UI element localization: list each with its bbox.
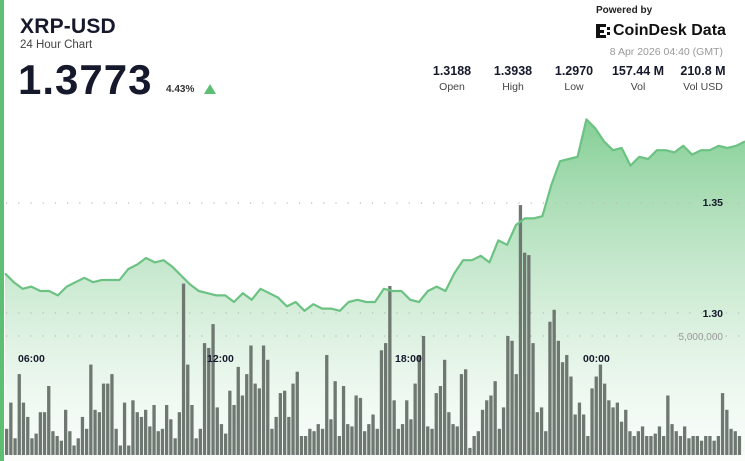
stat-vol-usd: 210.8 M Vol USD <box>672 64 734 93</box>
gridlines <box>6 202 745 337</box>
change-percent: 4.43% <box>166 84 195 95</box>
stat-label: Vol <box>630 81 646 93</box>
x-label-1200: 12:00 <box>207 353 234 365</box>
current-price: 1.3773 <box>18 56 153 103</box>
stat-open: 1.3188 Open <box>422 64 482 93</box>
timestamp: 8 Apr 2026 04:40 (GMT) <box>609 46 723 58</box>
stat-value: 1.3188 <box>432 64 472 78</box>
y-label-volume: 5,000,000 <box>679 332 724 343</box>
price-line <box>4 118 745 312</box>
stat-value: 210.8 M <box>680 64 726 78</box>
price-area <box>5 119 745 461</box>
stat-value: 1.2970 <box>554 64 594 78</box>
brand-name: CoinDesk Data <box>613 22 726 39</box>
stat-high: 1.3938 High <box>482 64 544 93</box>
up-triangle-icon <box>204 84 216 94</box>
volume-bars <box>5 205 742 455</box>
powered-by-label: Powered by <box>596 5 653 16</box>
stats-row: 1.3188 Open 1.3938 High 1.2970 Low 157.4… <box>422 64 734 93</box>
x-label-0600: 06:00 <box>18 353 45 365</box>
chart-subtitle: 24 Hour Chart <box>20 39 93 51</box>
x-label-1800: 18:00 <box>395 353 422 365</box>
y-label-1-30: 1.30 <box>703 308 724 320</box>
stat-value: 1.3938 <box>493 64 533 78</box>
stat-label: High <box>502 81 524 93</box>
symbol-title: XRP-USD <box>20 15 116 38</box>
stat-label: Open <box>439 81 465 93</box>
stat-label: Low <box>564 81 584 93</box>
x-label-0000: 00:00 <box>583 353 610 365</box>
brand-logo-link[interactable]: CoinDesk Data <box>596 22 726 40</box>
stat-vol: 157.44 M Vol <box>604 64 672 93</box>
stat-value: 157.44 M <box>611 64 665 78</box>
y-label-1-35: 1.35 <box>703 197 724 209</box>
coindesk-logo-icon <box>596 24 610 38</box>
stat-label: Vol USD <box>683 81 723 93</box>
stat-low: 1.2970 Low <box>544 64 604 93</box>
axis-labels: 1.35 1.30 5,000,000 06:00 12:00 18:00 00… <box>18 197 723 365</box>
